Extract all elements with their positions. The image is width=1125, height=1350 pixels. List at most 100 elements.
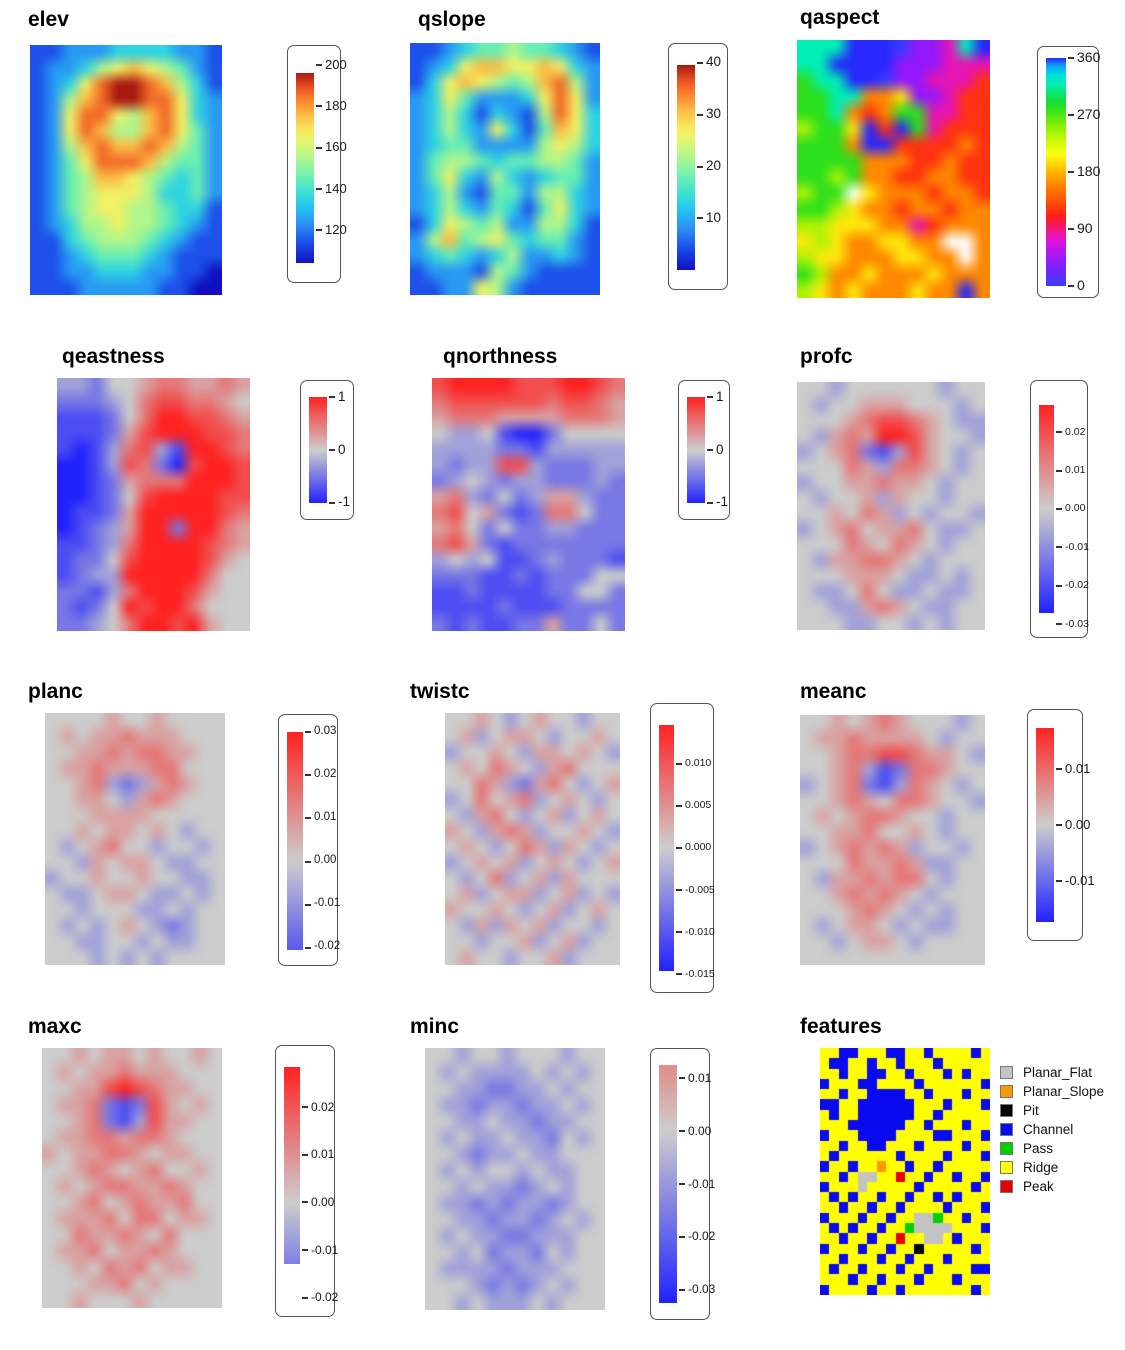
colorbar-tick-label: -0.01 <box>1065 873 1095 889</box>
features-legend-item: Pass <box>1000 1141 1104 1156</box>
colorbar-tick-label: 0.010 <box>685 757 712 770</box>
colorbar-tick-label: 1 <box>338 388 346 404</box>
colorbar-gradient <box>659 725 674 971</box>
colorbar-tick-label: -0.03 <box>688 1282 716 1297</box>
colorbar-tick <box>302 1153 308 1156</box>
colorbar-tick <box>316 187 322 190</box>
colorbar-tick-label: 0.005 <box>685 799 712 812</box>
panel-title-features: features <box>800 1015 882 1038</box>
panel-planc: planc 0.03 0.02 0.01 0.00 -0.01 -0.02 <box>0 670 375 1005</box>
colorbar-tick-label: 0.00 <box>1065 816 1091 832</box>
colorbar-tick <box>1056 584 1062 587</box>
features-legend-swatch <box>1000 1085 1013 1098</box>
colorbar-tick-label: 10 <box>706 209 722 225</box>
colorbar-tick <box>302 1296 308 1299</box>
colorbar-minc: 0.01 0.00 -0.01 -0.02 -0.03 <box>650 1048 715 1320</box>
colorbar-gradient <box>287 731 303 950</box>
colorbar-tick <box>679 1235 685 1238</box>
panel-title-profc: profc <box>800 345 853 368</box>
colorbar-tick-label: -0.02 <box>688 1229 716 1244</box>
colorbar-tick <box>676 804 682 807</box>
colorbar-tick <box>302 1106 308 1109</box>
colorbar-tick-label: -0.005 <box>685 883 715 896</box>
colorbar-profc: 0.02 0.01 0.00 -0.01 -0.02 -0.03 <box>1030 380 1089 638</box>
panel-twistc: twistc 0.010 0.005 0.000 -0.005 -0.010 -0.015 <box>375 670 750 1005</box>
colorbar-tick <box>697 165 703 168</box>
features-legend-item: Ridge <box>1000 1160 1104 1175</box>
colorbar-tick <box>1068 114 1074 116</box>
panel-title-qslope: qslope <box>418 8 486 31</box>
colorbar-tick-label: 0.01 <box>1065 464 1086 477</box>
panel-title-elev: elev <box>28 8 69 31</box>
features-legend-item: Peak <box>1000 1179 1104 1194</box>
colorbar-tick-label: 20 <box>706 158 722 174</box>
features-legend-label: Planar_Flat <box>1023 1065 1093 1080</box>
raster-qnorthness <box>432 378 625 631</box>
raster-planc <box>45 713 225 965</box>
colorbar-tick <box>676 762 682 765</box>
features-legend-swatch <box>1000 1104 1013 1117</box>
colorbar-tick-label: -0.01 <box>311 1242 339 1257</box>
colorbar-tick-label: -0.02 <box>311 1290 339 1305</box>
colorbar-tick-label: 180 <box>1077 163 1101 180</box>
panel-minc: minc 0.01 0.00 -0.01 -0.02 -0.03 <box>375 1005 750 1350</box>
colorbar-qeastness: 1 0 -1 <box>300 380 354 520</box>
colorbar-tick <box>1056 431 1062 434</box>
colorbar-gradient <box>1046 58 1066 286</box>
colorbar-tick <box>305 774 311 777</box>
colorbar-tick-label: 0.01 <box>314 811 337 824</box>
colorbar-tick-label: -0.015 <box>685 967 715 980</box>
features-legend-label: Pass <box>1023 1141 1054 1156</box>
features-legend-item: Pit <box>1000 1103 1104 1118</box>
colorbar-tick <box>1056 767 1062 770</box>
features-legend-label: Peak <box>1023 1179 1054 1194</box>
colorbar-tick-label: 0.000 <box>685 841 712 854</box>
colorbar-tick <box>1056 623 1062 626</box>
panel-features: features Planar_Flat Planar_Slope Pit Chann… <box>750 1005 1125 1350</box>
colorbar-maxc: 0.02 0.01 0.00 -0.01 -0.02 <box>275 1045 339 1317</box>
colorbar-gradient <box>309 397 327 503</box>
features-legend-label: Channel <box>1023 1122 1074 1137</box>
colorbar-tick <box>697 217 703 220</box>
raster-maxc <box>42 1048 222 1308</box>
panel-maxc: maxc 0.02 0.01 0.00 -0.01 -0.02 <box>0 1005 375 1350</box>
features-legend-swatch <box>1000 1123 1013 1136</box>
colorbar-tick <box>1056 546 1062 549</box>
colorbar-tick-label: 140 <box>325 180 347 196</box>
panel-qslope: qslope 40 30 20 10 <box>375 0 750 335</box>
colorbar-tick-label: -0.01 <box>1065 540 1089 553</box>
raster-meanc <box>800 715 985 965</box>
colorbar-tick-label: 30 <box>706 106 722 122</box>
panel-title-maxc: maxc <box>28 1015 82 1038</box>
colorbar-tick <box>676 973 682 976</box>
features-legend-label: Ridge <box>1023 1160 1059 1175</box>
colorbar-tick-label: 40 <box>706 54 722 70</box>
features-legend-swatch <box>1000 1161 1013 1174</box>
colorbar-tick <box>679 1077 685 1080</box>
colorbar-tick <box>1068 285 1074 287</box>
colorbar-tick-label: 0.01 <box>688 1071 712 1086</box>
raster-profc <box>797 382 985 630</box>
colorbar-tick-label: 0.03 <box>314 725 337 738</box>
features-legend-label: Planar_Slope <box>1023 1084 1105 1099</box>
panel-meanc: meanc 0.01 0.00 -0.01 <box>750 670 1125 1005</box>
colorbar-gradient <box>296 73 314 263</box>
panel-title-qeastness: qeastness <box>62 345 165 368</box>
colorbar-twistc: 0.010 0.005 0.000 -0.005 -0.010 -0.015 <box>650 703 715 993</box>
colorbar-tick <box>676 889 682 892</box>
colorbar-tick <box>676 847 682 849</box>
panel-title-qnorthness: qnorthness <box>443 345 558 368</box>
colorbar-tick <box>329 449 335 451</box>
colorbar-tick <box>1068 57 1074 59</box>
colorbar-tick-label: -0.02 <box>314 940 341 953</box>
colorbar-gradient <box>1036 728 1054 922</box>
colorbar-tick <box>697 61 703 64</box>
colorbar-tick <box>679 1130 685 1133</box>
colorbar-tick-label: -0.01 <box>688 1176 716 1191</box>
colorbar-tick-label: 180 <box>325 98 347 114</box>
features-legend: Planar_Flat Planar_Slope Pit Channel Pass Rid… <box>1000 1065 1104 1198</box>
colorbar-tick <box>316 228 322 231</box>
colorbar-tick <box>302 1201 308 1204</box>
raster-qeastness <box>57 378 250 631</box>
